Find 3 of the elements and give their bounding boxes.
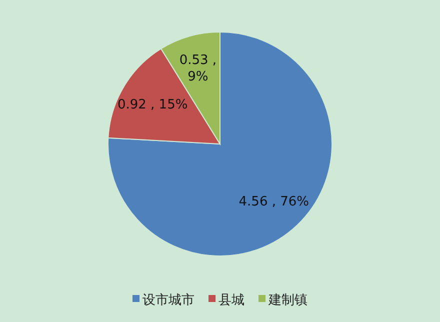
legend-label: 建制镇 <box>268 293 308 308</box>
legend-label: 县城 <box>218 293 244 308</box>
legend-label: 设市城市 <box>142 293 194 308</box>
